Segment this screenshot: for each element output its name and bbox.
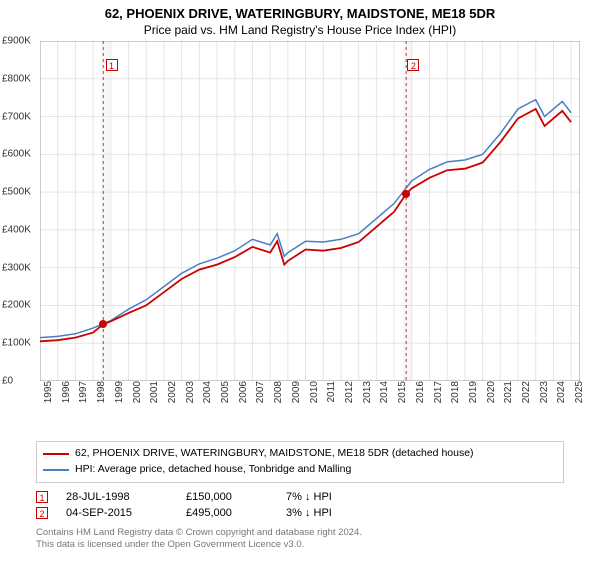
x-axis-label: 1998 bbox=[96, 381, 107, 403]
x-axis-label: 2021 bbox=[503, 381, 514, 403]
price-paid-date: 28-JUL-1998 bbox=[66, 491, 186, 503]
x-axis-label: 2024 bbox=[556, 381, 567, 403]
x-axis-label: 2012 bbox=[344, 381, 355, 403]
price-paid-diff: 7% ↓ HPI bbox=[286, 491, 406, 503]
x-axis-label: 2011 bbox=[326, 381, 337, 403]
x-axis-label: 2001 bbox=[149, 381, 160, 403]
x-axis-label: 2022 bbox=[521, 381, 532, 403]
y-axis-label: £400K bbox=[2, 224, 31, 235]
x-axis-label: 2002 bbox=[167, 381, 178, 403]
legend-item: HPI: Average price, detached house, Tonb… bbox=[43, 462, 557, 478]
page-subtitle: Price paid vs. HM Land Registry's House … bbox=[0, 23, 600, 37]
y-axis-label: £100K bbox=[2, 338, 31, 349]
y-axis-label: £0 bbox=[2, 376, 13, 387]
x-axis-label: 2023 bbox=[539, 381, 550, 403]
x-axis-label: 2004 bbox=[202, 381, 213, 403]
x-axis-label: 2013 bbox=[362, 381, 373, 403]
x-axis-label: 2000 bbox=[132, 381, 143, 403]
x-axis-label: 2003 bbox=[185, 381, 196, 403]
x-axis-label: 2015 bbox=[397, 381, 408, 403]
x-axis-label: 2006 bbox=[238, 381, 249, 403]
y-axis-label: £300K bbox=[2, 262, 31, 273]
price-paid-amount: £150,000 bbox=[186, 491, 286, 503]
chart: £0£100K£200K£300K£400K£500K£600K£700K£80… bbox=[40, 41, 600, 423]
x-axis-label: 2007 bbox=[255, 381, 266, 403]
x-axis-label: 2017 bbox=[433, 381, 444, 403]
marker-index-box: 1 bbox=[36, 491, 48, 503]
price-paid-table: 1 28-JUL-1998 £150,000 7% ↓ HPI 2 04-SEP… bbox=[36, 489, 564, 521]
footer: Contains HM Land Registry data © Crown c… bbox=[36, 527, 564, 552]
x-axis-label: 2008 bbox=[273, 381, 284, 403]
legend-label: HPI: Average price, detached house, Tonb… bbox=[75, 462, 351, 478]
y-axis-label: £500K bbox=[2, 187, 31, 198]
legend-swatch bbox=[43, 469, 69, 471]
x-axis-label: 2005 bbox=[220, 381, 231, 403]
x-axis-label: 2020 bbox=[486, 381, 497, 403]
price-marker-dot bbox=[402, 190, 410, 198]
price-marker-label: 2 bbox=[407, 59, 419, 71]
x-axis-label: 2018 bbox=[450, 381, 461, 403]
table-row: 1 28-JUL-1998 £150,000 7% ↓ HPI bbox=[36, 489, 564, 505]
footer-line: Contains HM Land Registry data © Crown c… bbox=[36, 527, 564, 539]
x-axis-label: 1996 bbox=[61, 381, 72, 403]
page-title: 62, PHOENIX DRIVE, WATERINGBURY, MAIDSTO… bbox=[0, 6, 600, 21]
y-axis-label: £900K bbox=[2, 36, 31, 47]
y-axis-label: £800K bbox=[2, 73, 31, 84]
legend-swatch bbox=[43, 453, 69, 455]
price-marker-dot bbox=[99, 320, 107, 328]
table-row: 2 04-SEP-2015 £495,000 3% ↓ HPI bbox=[36, 505, 564, 521]
x-axis-label: 2016 bbox=[415, 381, 426, 403]
legend-item: 62, PHOENIX DRIVE, WATERINGBURY, MAIDSTO… bbox=[43, 446, 557, 462]
x-axis-label: 2009 bbox=[291, 381, 302, 403]
legend: 62, PHOENIX DRIVE, WATERINGBURY, MAIDSTO… bbox=[36, 441, 564, 483]
marker-index-box: 2 bbox=[36, 507, 48, 519]
x-axis-label: 2014 bbox=[379, 381, 390, 403]
chart-plot bbox=[40, 41, 580, 381]
legend-label: 62, PHOENIX DRIVE, WATERINGBURY, MAIDSTO… bbox=[75, 446, 474, 462]
footer-line: This data is licensed under the Open Gov… bbox=[36, 539, 564, 551]
price-paid-date: 04-SEP-2015 bbox=[66, 507, 186, 519]
x-axis-label: 1995 bbox=[43, 381, 54, 403]
x-axis-label: 1999 bbox=[114, 381, 125, 403]
y-axis-label: £700K bbox=[2, 111, 31, 122]
price-marker-label: 1 bbox=[106, 59, 118, 71]
x-axis-label: 2025 bbox=[574, 381, 585, 403]
x-axis-label: 2010 bbox=[309, 381, 320, 403]
price-paid-amount: £495,000 bbox=[186, 507, 286, 519]
y-axis-label: £600K bbox=[2, 149, 31, 160]
x-axis-label: 1997 bbox=[78, 381, 89, 403]
y-axis-label: £200K bbox=[2, 300, 31, 311]
x-axis-label: 2019 bbox=[468, 381, 479, 403]
price-paid-diff: 3% ↓ HPI bbox=[286, 507, 406, 519]
